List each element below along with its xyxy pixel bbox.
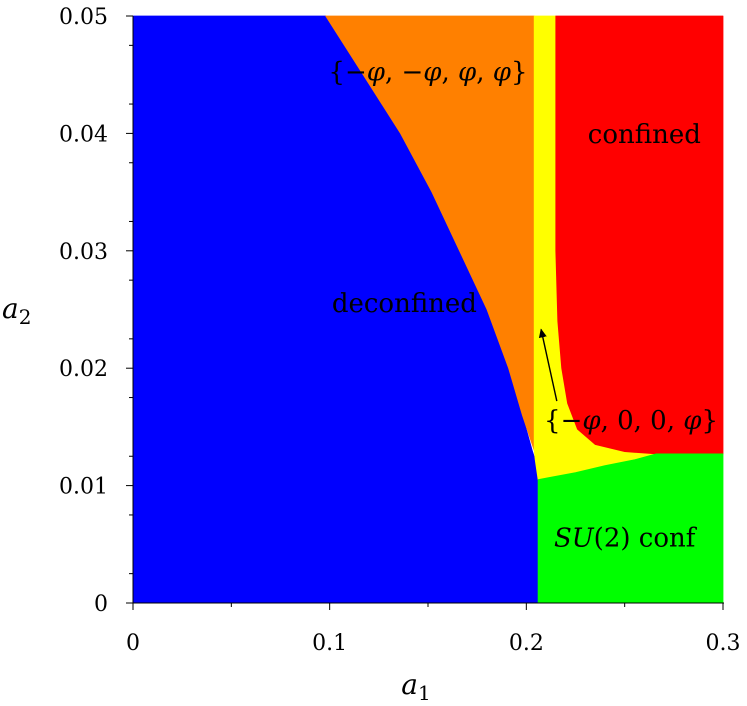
annotation-layer <box>538 328 558 402</box>
y-axis-label: a2 <box>2 292 31 329</box>
y-tick-label: 0 <box>94 592 108 617</box>
region-label-phi-pair: {−φ, −φ, φ, φ} <box>328 58 527 88</box>
region-su2-conf <box>537 453 724 604</box>
x-tick-label: 0.1 <box>312 631 347 656</box>
y-tick-label: 0.05 <box>59 5 108 30</box>
y-tick-label: 0.04 <box>59 122 108 147</box>
x-axis-label: a1 <box>401 668 430 705</box>
region-label-phi-zero: {−φ, 0, 0, φ} <box>544 406 718 436</box>
region-confined <box>555 15 724 455</box>
y-tick-label: 0.02 <box>59 357 108 382</box>
region-label-su2-conf: SU(2) conf <box>554 524 698 554</box>
region-label-confined: confined <box>588 120 701 150</box>
y-tick-label: 0.03 <box>59 240 108 265</box>
x-tick-label: 0.3 <box>706 631 741 656</box>
y-tick-label: 0.01 <box>59 475 108 500</box>
x-tick-label: 0.2 <box>509 631 544 656</box>
regions-layer <box>132 15 724 604</box>
x-tick-label: 0 <box>126 631 140 656</box>
annotation-arrow <box>538 328 558 402</box>
labels-layer: deconfined {−φ, −φ, φ, φ} {−φ, 0, 0, φ} con… <box>328 58 718 554</box>
axes-layer: 0 0.1 0.2 0.3 0 0.01 0.02 0.03 0.04 0.05 a1 a2 <box>2 5 741 705</box>
region-label-deconfined: deconfined <box>332 289 477 319</box>
